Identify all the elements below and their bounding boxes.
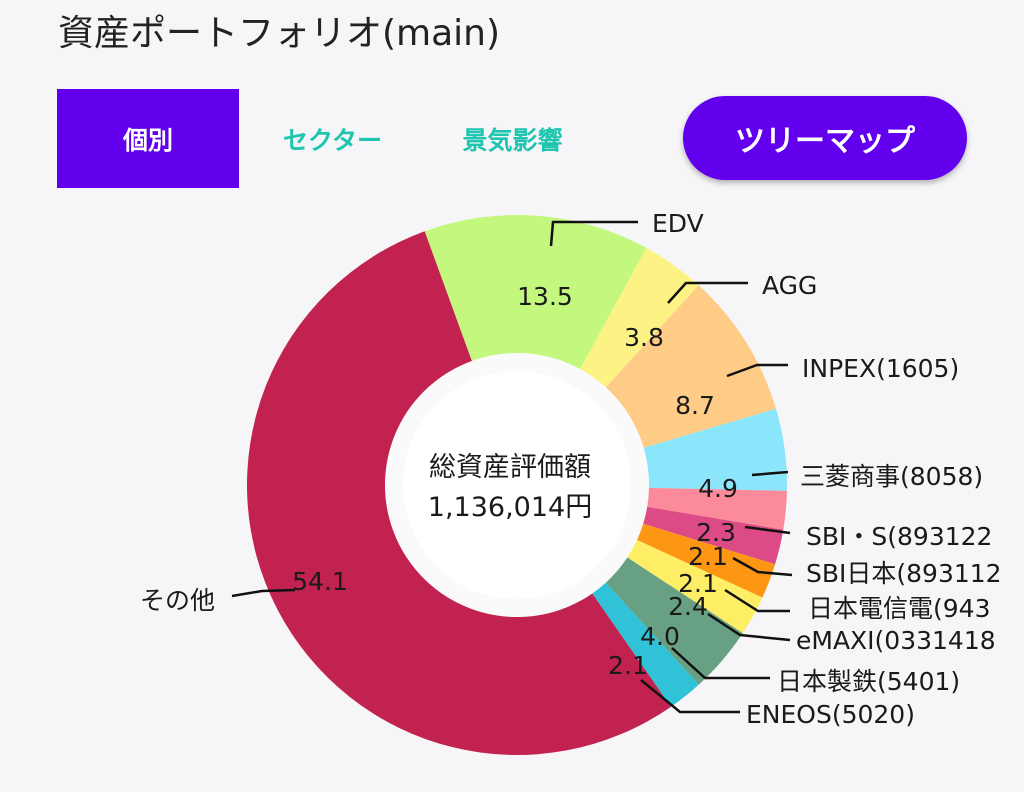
- slice-value-label: 2.3: [696, 518, 736, 547]
- treemap-button[interactable]: ツリーマップ: [683, 96, 967, 180]
- leader-line: [726, 363, 788, 378]
- slice-value-label: 13.5: [517, 282, 573, 311]
- slice-label: INPEX(1605): [802, 354, 959, 383]
- leader-line: [667, 281, 748, 304]
- slice-label: ENEOS(5020): [746, 700, 915, 729]
- pie-slice[interactable]: [643, 506, 784, 565]
- slice-label: AGG: [762, 271, 817, 300]
- leader-line: [707, 612, 791, 642]
- slice-value-label: 2.4: [668, 592, 708, 621]
- slice-label: その他: [140, 586, 215, 615]
- leader-line: [671, 647, 770, 680]
- leader-line: [549, 220, 638, 247]
- slice-label: 三菱商事(8058): [800, 462, 983, 491]
- donut-hole: [403, 371, 631, 599]
- slice-value-label: 3.8: [624, 323, 664, 352]
- slice-value-label: 4.9: [698, 474, 738, 503]
- slice-label: SBI日本(893112: [806, 559, 1002, 588]
- slice-label: 日本製鉄(5401): [777, 667, 960, 696]
- leader-line: [744, 525, 791, 535]
- pie-slice[interactable]: [592, 582, 699, 707]
- tab-individual[interactable]: 個別: [57, 89, 239, 188]
- pie-slice[interactable]: [605, 285, 777, 448]
- pie-slice[interactable]: [424, 215, 647, 370]
- pie-slice[interactable]: [643, 408, 787, 491]
- slice-value-label: 4.0: [640, 622, 680, 651]
- pie-slice[interactable]: [627, 540, 763, 634]
- tab-sector[interactable]: セクター: [282, 125, 382, 155]
- pie-slice[interactable]: [580, 247, 699, 388]
- slice-value-label: 2.1: [678, 569, 718, 598]
- leader-line: [640, 679, 740, 714]
- slice-label: SBI・S(893122: [806, 522, 992, 551]
- tab-economic-impact[interactable]: 景気影響: [462, 125, 563, 155]
- slice-value-label: 8.7: [675, 391, 715, 420]
- pie-slice[interactable]: [605, 557, 743, 685]
- leader-line: [732, 556, 793, 577]
- pie-slice[interactable]: [636, 523, 776, 598]
- page-title: 資産ポートフォリオ(main): [58, 13, 501, 54]
- leader-line: [231, 588, 296, 598]
- center-value: 1,136,014円: [428, 492, 592, 523]
- pie-slice[interactable]: [647, 487, 787, 530]
- center-title: 総資産評価額: [429, 452, 591, 483]
- slice-value-label: 2.1: [688, 542, 728, 571]
- slice-label: eMAXI(0331418: [796, 626, 996, 655]
- slice-label: 日本電信電(943: [808, 594, 990, 623]
- slice-value-label: 2.1: [608, 651, 648, 680]
- pie-slice[interactable]: [246, 231, 671, 756]
- leader-line: [724, 588, 790, 613]
- leader-line: [751, 470, 789, 477]
- slice-label: EDV: [652, 209, 704, 238]
- slice-value-label: 54.1: [292, 567, 348, 596]
